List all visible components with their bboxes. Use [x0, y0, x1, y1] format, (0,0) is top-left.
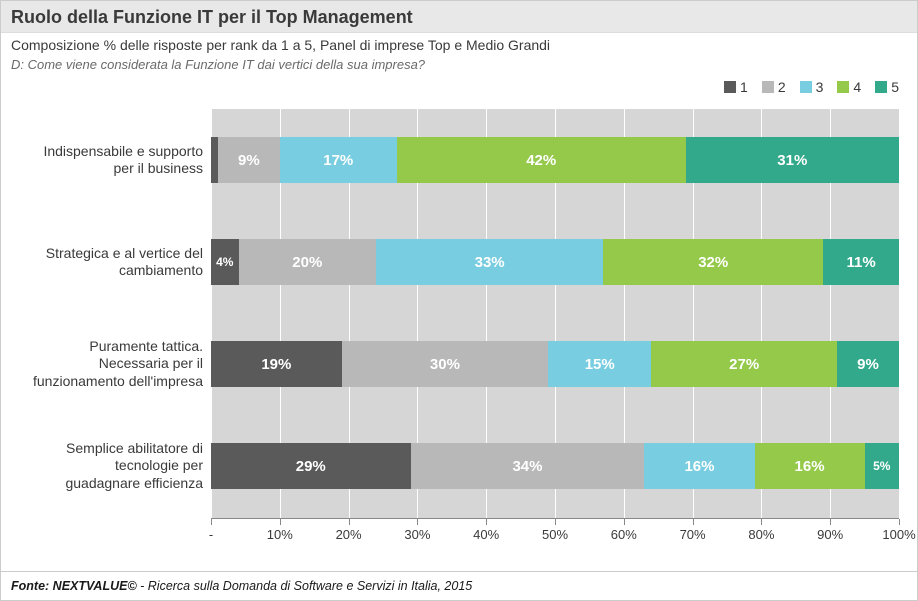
legend-swatch — [837, 81, 849, 93]
title-bar: Ruolo della Funzione IT per il Top Manag… — [1, 1, 917, 33]
category-label: Indispensabile e supportoper il business — [11, 130, 203, 190]
legend-swatch — [724, 81, 736, 93]
x-tick-label: 70% — [680, 527, 706, 542]
legend-item: 4 — [837, 79, 861, 95]
bar-segment — [211, 137, 218, 183]
footer-source-label: Fonte — [11, 579, 45, 593]
bar-segment: 9% — [218, 137, 280, 183]
legend-item: 1 — [724, 79, 748, 95]
bar-segment: 5% — [865, 443, 899, 489]
question-bar: D: Come viene considerata la Funzione IT… — [1, 55, 917, 76]
x-tick-label: 10% — [267, 527, 293, 542]
bar-segment: 4% — [211, 239, 239, 285]
footer-rest: - Ricerca sulla Domanda di Software e Se… — [137, 579, 473, 593]
bar-segment: 15% — [548, 341, 651, 387]
x-tick-label: 60% — [611, 527, 637, 542]
bar-segment: 9% — [837, 341, 899, 387]
bar-row: 29%34%16%16%5% — [211, 443, 899, 489]
x-tick-label: 80% — [748, 527, 774, 542]
bar-segment: 16% — [755, 443, 865, 489]
chart-container: Ruolo della Funzione IT per il Top Manag… — [0, 0, 918, 601]
legend-swatch — [762, 81, 774, 93]
category-label: Strategica e al vertice delcambiamento — [11, 232, 203, 292]
x-tick-label: 100% — [882, 527, 915, 542]
chart-legend: 1 2 3 4 5 — [724, 79, 899, 95]
chart-footer: Fonte: NEXTVALUE© - Ricerca sulla Domand… — [1, 571, 917, 600]
x-tick-label: 30% — [404, 527, 430, 542]
bar-segment: 30% — [342, 341, 548, 387]
bar-segment: 20% — [239, 239, 377, 285]
legend-item: 2 — [762, 79, 786, 95]
x-tick — [693, 519, 694, 525]
legend-item: 3 — [800, 79, 824, 95]
chart-subtitle: Composizione % delle risposte per rank d… — [11, 37, 907, 53]
bar-row: 9%17%42%31% — [211, 137, 899, 183]
bar-segment: 34% — [411, 443, 645, 489]
subtitle-bar: Composizione % delle risposte per rank d… — [1, 33, 917, 55]
legend-label: 4 — [853, 79, 861, 95]
bar-segment: 29% — [211, 443, 411, 489]
chart-area: Indispensabile e supportoper il business… — [11, 109, 899, 548]
legend-label: 5 — [891, 79, 899, 95]
legend-label: 1 — [740, 79, 748, 95]
bar-segment: 27% — [651, 341, 837, 387]
grid-line — [899, 109, 900, 518]
x-tick — [761, 519, 762, 525]
category-label: Semplice abilitatore ditecnologie pergua… — [11, 436, 203, 496]
chart-title: Ruolo della Funzione IT per il Top Manag… — [11, 7, 907, 28]
chart-question: D: Come viene considerata la Funzione IT… — [11, 57, 907, 72]
bar-segment: 31% — [686, 137, 899, 183]
legend-item: 5 — [875, 79, 899, 95]
x-tick — [555, 519, 556, 525]
x-tick — [486, 519, 487, 525]
footer-text: Fonte: NEXTVALUE© - Ricerca sulla Domand… — [11, 579, 472, 593]
x-tick — [280, 519, 281, 525]
category-label: Puramente tattica.Necessaria per ilfunzi… — [11, 334, 203, 394]
bar-segment: 17% — [280, 137, 397, 183]
x-axis: -10%20%30%40%50%60%70%80%90%100% — [211, 518, 899, 548]
x-tick — [349, 519, 350, 525]
legend-label: 2 — [778, 79, 786, 95]
x-tick-label: - — [209, 527, 213, 542]
bar-segment: 11% — [823, 239, 899, 285]
x-tick-label: 40% — [473, 527, 499, 542]
bar-segment: 32% — [603, 239, 823, 285]
x-tick — [899, 519, 900, 525]
category-labels-column: Indispensabile e supportoper il business… — [11, 109, 211, 518]
bar-row: 4%20%33%32%11% — [211, 239, 899, 285]
bar-segment: 42% — [397, 137, 686, 183]
x-tick — [830, 519, 831, 525]
x-tick — [417, 519, 418, 525]
bar-segment: 33% — [376, 239, 603, 285]
x-tick-label: 20% — [336, 527, 362, 542]
footer-source: NEXTVALUE© — [53, 579, 137, 593]
x-tick — [624, 519, 625, 525]
legend-label: 3 — [816, 79, 824, 95]
bar-segment: 16% — [644, 443, 754, 489]
bar-row: 19%30%15%27%9% — [211, 341, 899, 387]
legend-swatch — [800, 81, 812, 93]
x-tick — [211, 519, 212, 525]
legend-swatch — [875, 81, 887, 93]
bar-segment: 19% — [211, 341, 342, 387]
x-tick-label: 90% — [817, 527, 843, 542]
x-tick-label: 50% — [542, 527, 568, 542]
plot-area: 9%17%42%31%4%20%33%32%11%19%30%15%27%9%2… — [211, 109, 899, 518]
